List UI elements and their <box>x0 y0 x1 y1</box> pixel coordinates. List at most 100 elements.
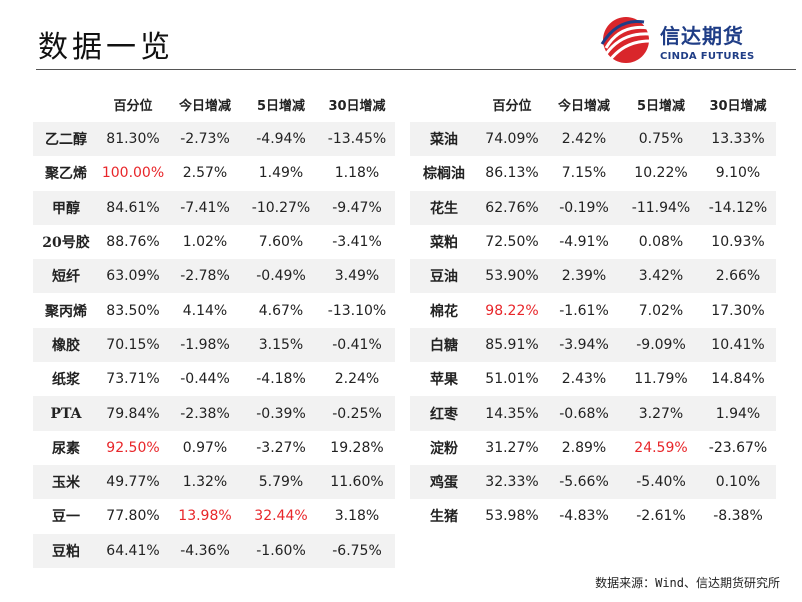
table-row: 短纤 63.09% -2.78% -0.49% 3.49% <box>33 259 395 294</box>
table-cell: 32.33% <box>478 464 546 500</box>
table-row: 玉米 49.77% 1.32% 5.79% 11.60% <box>33 464 395 500</box>
logo-chinese-name: 信达期货 <box>660 24 744 48</box>
table-row: 花生 62.76% -0.19% -11.94% -14.12% <box>410 190 776 225</box>
logo-english-name: CINDA FUTURES <box>660 51 755 62</box>
table-cell: -4.94% <box>243 122 319 157</box>
table-cell: 88.76% <box>99 224 167 260</box>
table-cell: 0.97% <box>167 430 243 465</box>
table-cell: 85.91% <box>478 327 546 363</box>
table-cell: 3.49% <box>319 259 395 294</box>
commodity-name: 玉米 <box>33 464 99 500</box>
table-cell: 10.93% <box>700 224 776 260</box>
commodity-name: PTA <box>33 396 99 431</box>
table-cell: 84.61% <box>99 190 167 225</box>
table-cell: -1.60% <box>243 533 319 568</box>
column-header: 今日增减 <box>167 87 243 122</box>
table-cell: 3.18% <box>319 499 395 534</box>
table-cell: -2.73% <box>167 122 243 157</box>
commodity-name: 菜油 <box>410 122 478 157</box>
table-cell: -4.36% <box>167 533 243 568</box>
table-cell: 10.22% <box>622 156 700 191</box>
table-cell: -2.38% <box>167 396 243 431</box>
table-cell: 13.98% <box>167 499 243 534</box>
table-cell: 7.15% <box>546 156 622 191</box>
table-cell: 2.39% <box>546 259 622 294</box>
table-cell: 7.02% <box>622 293 700 328</box>
table-cell: -3.94% <box>546 327 622 363</box>
commodity-name: 花生 <box>410 190 478 225</box>
right-data-table: 百分位 今日增减 5日增减 30日增减 菜油 74.09% 2.42% 0.75% 13.33… <box>410 87 776 534</box>
table-cell: 77.80% <box>99 499 167 534</box>
table-cell: 17.30% <box>700 293 776 328</box>
table-cell: -3.27% <box>243 430 319 465</box>
table-cell: 2.42% <box>546 122 622 157</box>
table-cell: 0.10% <box>700 464 776 500</box>
table-cell: 81.30% <box>99 122 167 157</box>
table-cell: 53.90% <box>478 259 546 294</box>
table-cell: 1.94% <box>700 396 776 431</box>
table-cell: 62.76% <box>478 190 546 225</box>
table-cell: 2.89% <box>546 430 622 465</box>
commodity-name: 豆粕 <box>33 533 99 568</box>
table-cell: -0.39% <box>243 396 319 431</box>
table-cell: 98.22% <box>478 293 546 328</box>
table-header-row: 百分位 今日增减 5日增减 30日增减 <box>33 87 395 122</box>
commodity-name: 橡胶 <box>33 327 99 363</box>
table-row: 聚丙烯 83.50% 4.14% 4.67% -13.10% <box>33 293 395 328</box>
table-row: 红枣 14.35% -0.68% 3.27% 1.94% <box>410 396 776 431</box>
table-row: PTA 79.84% -2.38% -0.39% -0.25% <box>33 396 395 431</box>
table-cell: 3.42% <box>622 259 700 294</box>
table-cell: 73.71% <box>99 362 167 397</box>
table-cell: 70.15% <box>99 327 167 363</box>
commodity-name: 短纤 <box>33 259 99 294</box>
table-cell: -0.68% <box>546 396 622 431</box>
table-cell: -13.10% <box>319 293 395 328</box>
table-cell: -8.38% <box>700 499 776 534</box>
table-cell: 4.67% <box>243 293 319 328</box>
table-cell: -9.47% <box>319 190 395 225</box>
table-row: 橡胶 70.15% -1.98% 3.15% -0.41% <box>33 327 395 363</box>
commodity-name: 菜粕 <box>410 224 478 260</box>
table-cell: 11.79% <box>622 362 700 397</box>
table-cell: -6.75% <box>319 533 395 568</box>
table-row: 豆一 77.80% 13.98% 32.44% 3.18% <box>33 499 395 534</box>
commodity-name: 豆油 <box>410 259 478 294</box>
table-row: 菜油 74.09% 2.42% 0.75% 13.33% <box>410 122 776 157</box>
commodity-name: 20号胶 <box>33 224 99 260</box>
table-row: 棉花 98.22% -1.61% 7.02% 17.30% <box>410 293 776 328</box>
table-row: 聚乙烯 100.00% 2.57% 1.49% 1.18% <box>33 156 395 191</box>
table-cell: -1.61% <box>546 293 622 328</box>
table-cell: 7.60% <box>243 224 319 260</box>
table-cell: 1.18% <box>319 156 395 191</box>
table-cell: 2.66% <box>700 259 776 294</box>
table-cell: 24.59% <box>622 430 700 465</box>
commodity-name: 棉花 <box>410 293 478 328</box>
commodity-name: 聚乙烯 <box>33 156 99 191</box>
commodity-name: 乙二醇 <box>33 122 99 157</box>
table-header-row: 百分位 今日增减 5日增减 30日增减 <box>410 87 776 122</box>
table-cell: -4.83% <box>546 499 622 534</box>
table-row: 棕榈油 86.13% 7.15% 10.22% 9.10% <box>410 156 776 191</box>
table-cell: 86.13% <box>478 156 546 191</box>
table-cell: -13.45% <box>319 122 395 157</box>
table-cell: -2.78% <box>167 259 243 294</box>
table-cell: 51.01% <box>478 362 546 397</box>
table-cell: 72.50% <box>478 224 546 260</box>
table-cell: -0.49% <box>243 259 319 294</box>
table-row: 乙二醇 81.30% -2.73% -4.94% -13.45% <box>33 122 395 157</box>
table-cell: 9.10% <box>700 156 776 191</box>
commodity-name: 尿素 <box>33 430 99 465</box>
table-row: 豆粕 64.41% -4.36% -1.60% -6.75% <box>33 533 395 568</box>
commodity-name: 棕榈油 <box>410 156 478 191</box>
commodity-name: 白糖 <box>410 327 478 363</box>
table-cell: -11.94% <box>622 190 700 225</box>
table-cell: 3.27% <box>622 396 700 431</box>
table-cell: -4.18% <box>243 362 319 397</box>
table-cell: 92.50% <box>99 430 167 465</box>
commodity-name: 生猪 <box>410 499 478 534</box>
table-cell: 63.09% <box>99 259 167 294</box>
table-row: 20号胶 88.76% 1.02% 7.60% -3.41% <box>33 224 395 260</box>
commodity-name: 聚丙烯 <box>33 293 99 328</box>
table-cell: -0.25% <box>319 396 395 431</box>
column-header: 30日增减 <box>319 87 395 122</box>
